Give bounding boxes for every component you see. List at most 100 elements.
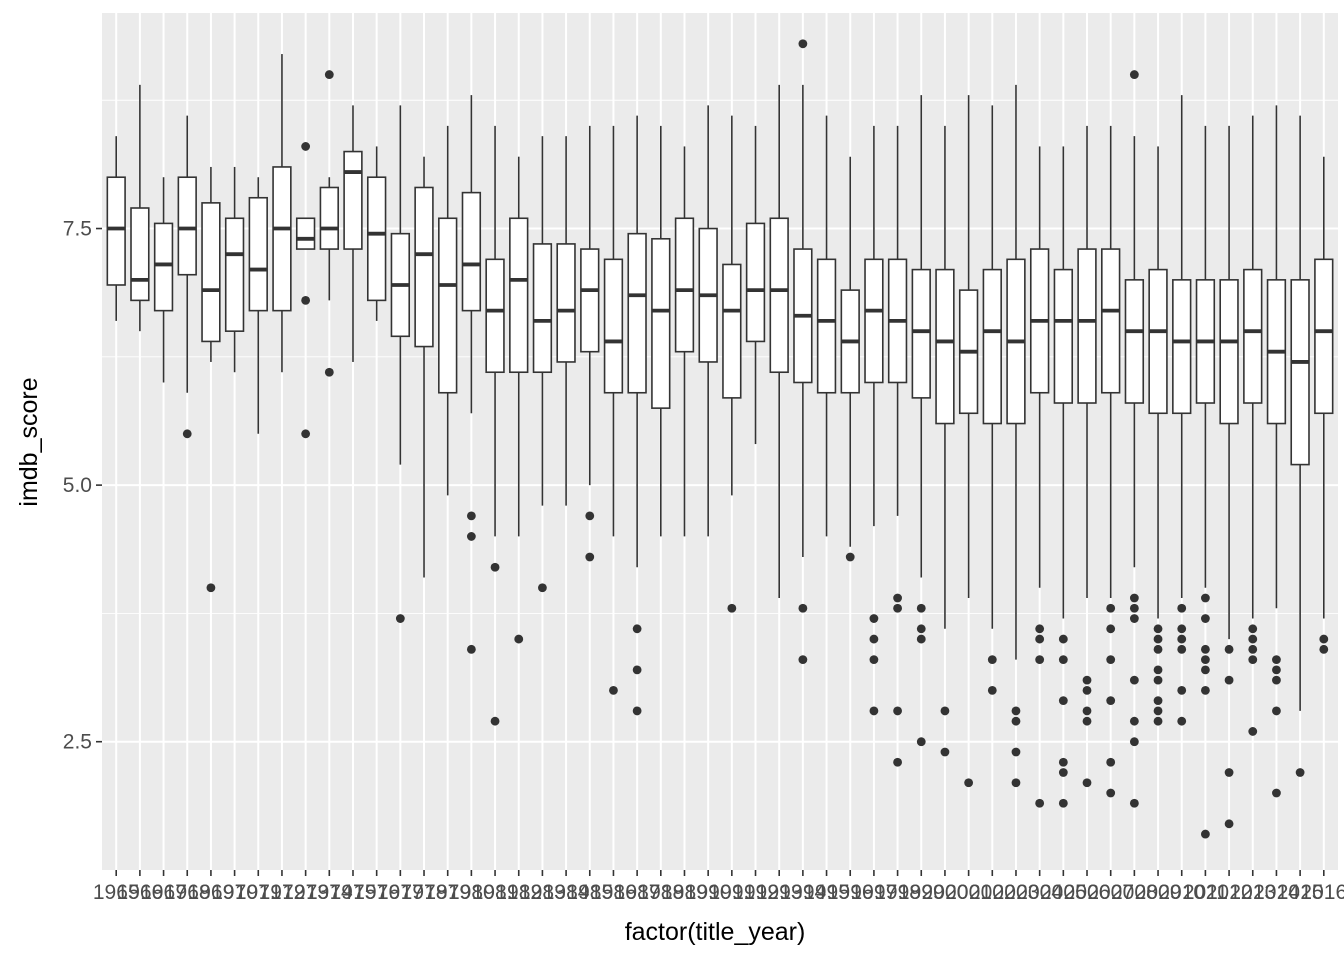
outlier-point <box>182 429 192 439</box>
box-iqr <box>201 202 221 343</box>
outlier-point <box>466 511 476 521</box>
x-tick-label: 1999 <box>898 881 945 904</box>
outlier-point <box>1224 819 1234 829</box>
x-tick-label: 2010 <box>1158 881 1205 904</box>
box-1969 <box>201 166 221 593</box>
x-tick-label: 1978 <box>401 881 448 904</box>
x-tick-label: 1994 <box>780 881 827 904</box>
box-iqr <box>414 186 434 348</box>
x-tick-label: 1984 <box>543 881 590 904</box>
outlier-point <box>1106 624 1116 634</box>
box-iqr <box>911 268 931 399</box>
outlier-point <box>1248 655 1258 664</box>
box-1975 <box>343 105 363 362</box>
outlier-point <box>1129 798 1139 808</box>
box-2004 <box>1029 146 1050 808</box>
outlier-point <box>1106 757 1116 767</box>
outlier-point <box>1248 634 1258 644</box>
x-tick-label: 1981 <box>472 881 519 904</box>
box-iqr <box>580 248 600 353</box>
outlier-point <box>1201 593 1210 603</box>
outlier-point <box>1224 644 1234 654</box>
x-tick-label: 1992 <box>732 881 779 904</box>
box-iqr <box>1314 258 1334 415</box>
box-iqr <box>509 217 529 374</box>
box-2014 <box>1266 105 1287 798</box>
x-tick-label: 1991 <box>708 881 755 904</box>
plot-panel <box>102 13 1338 870</box>
box-1999 <box>911 95 931 747</box>
x-tick-label: 2013 <box>1229 881 1276 904</box>
outlier-point <box>609 685 618 695</box>
box-iqr <box>935 268 955 425</box>
box-iqr <box>532 243 553 374</box>
outlier-point <box>490 562 500 572</box>
outlier-point <box>1248 727 1258 736</box>
x-tick-label: 1997 <box>851 881 898 904</box>
box-iqr <box>1243 268 1263 404</box>
x-tick-label: 1975 <box>330 881 377 904</box>
outlier-point <box>869 634 879 644</box>
box-iqr <box>485 258 505 374</box>
outlier-point <box>940 706 950 716</box>
outlier-point <box>893 603 902 613</box>
y-tick-label: 5.0 <box>63 474 92 497</box>
outlier-point <box>466 532 476 541</box>
box-2006 <box>1077 125 1097 788</box>
outlier-point <box>1106 788 1116 798</box>
box-iqr <box>982 268 1002 425</box>
x-tick-label: 1970 <box>211 881 258 904</box>
box-iqr <box>816 258 837 394</box>
outlier-point <box>1058 798 1068 808</box>
outlier-point <box>1177 624 1187 634</box>
outlier-point <box>324 70 334 79</box>
x-tick-label: 2000 <box>922 881 969 904</box>
box-2007 <box>1101 125 1121 798</box>
x-tick-label: 2005 <box>1040 881 1087 904</box>
outlier-point <box>538 583 547 593</box>
box-2002 <box>982 105 1002 695</box>
x-tick-label: 1982 <box>495 881 542 904</box>
outlier-point <box>869 655 879 664</box>
box-1993 <box>769 84 789 599</box>
x-tick-label: 2015 <box>1277 881 1324 904</box>
x-tick-label: 1967 <box>140 881 187 904</box>
outlier-point <box>798 655 808 664</box>
x-tick-label: 2009 <box>1135 881 1182 904</box>
outlier-point <box>301 429 311 439</box>
x-tick-label: 2016 <box>1300 881 1344 904</box>
outlier-point <box>1058 757 1068 767</box>
outlier-point <box>845 552 855 562</box>
outlier-point <box>301 142 311 151</box>
x-tick-label: 2003 <box>993 881 1040 904</box>
box-1995 <box>816 115 837 537</box>
outlier-point <box>893 757 902 767</box>
box-iqr <box>224 217 245 332</box>
outlier-point <box>869 614 879 623</box>
outlier-point <box>1129 675 1139 685</box>
box-1978 <box>414 156 434 578</box>
x-tick-label: 1969 <box>188 881 235 904</box>
box-iqr <box>1219 279 1239 425</box>
outlier-point <box>1201 685 1210 695</box>
box-1968 <box>177 115 197 439</box>
outlier-point <box>1177 644 1187 654</box>
outlier-point <box>1248 644 1258 654</box>
x-tick-label: 1995 <box>803 881 850 904</box>
outlier-point <box>1153 624 1163 634</box>
box-iqr <box>1053 268 1074 404</box>
x-tick-label: 1990 <box>685 881 732 904</box>
outlier-point <box>1177 685 1187 695</box>
outlier-point <box>1129 614 1139 623</box>
x-tick-label: 1996 <box>827 881 874 904</box>
outlier-point <box>1035 655 1045 664</box>
box-iqr <box>1124 279 1145 404</box>
x-tick-label: 1977 <box>377 881 424 904</box>
x-tick-label: 1987 <box>614 881 661 904</box>
box-1996 <box>840 156 860 562</box>
outlier-point <box>206 583 216 593</box>
x-tick-label: 1983 <box>519 881 566 904</box>
box-2009 <box>1148 146 1168 726</box>
box-iqr <box>248 196 268 312</box>
box-1967 <box>153 177 174 383</box>
